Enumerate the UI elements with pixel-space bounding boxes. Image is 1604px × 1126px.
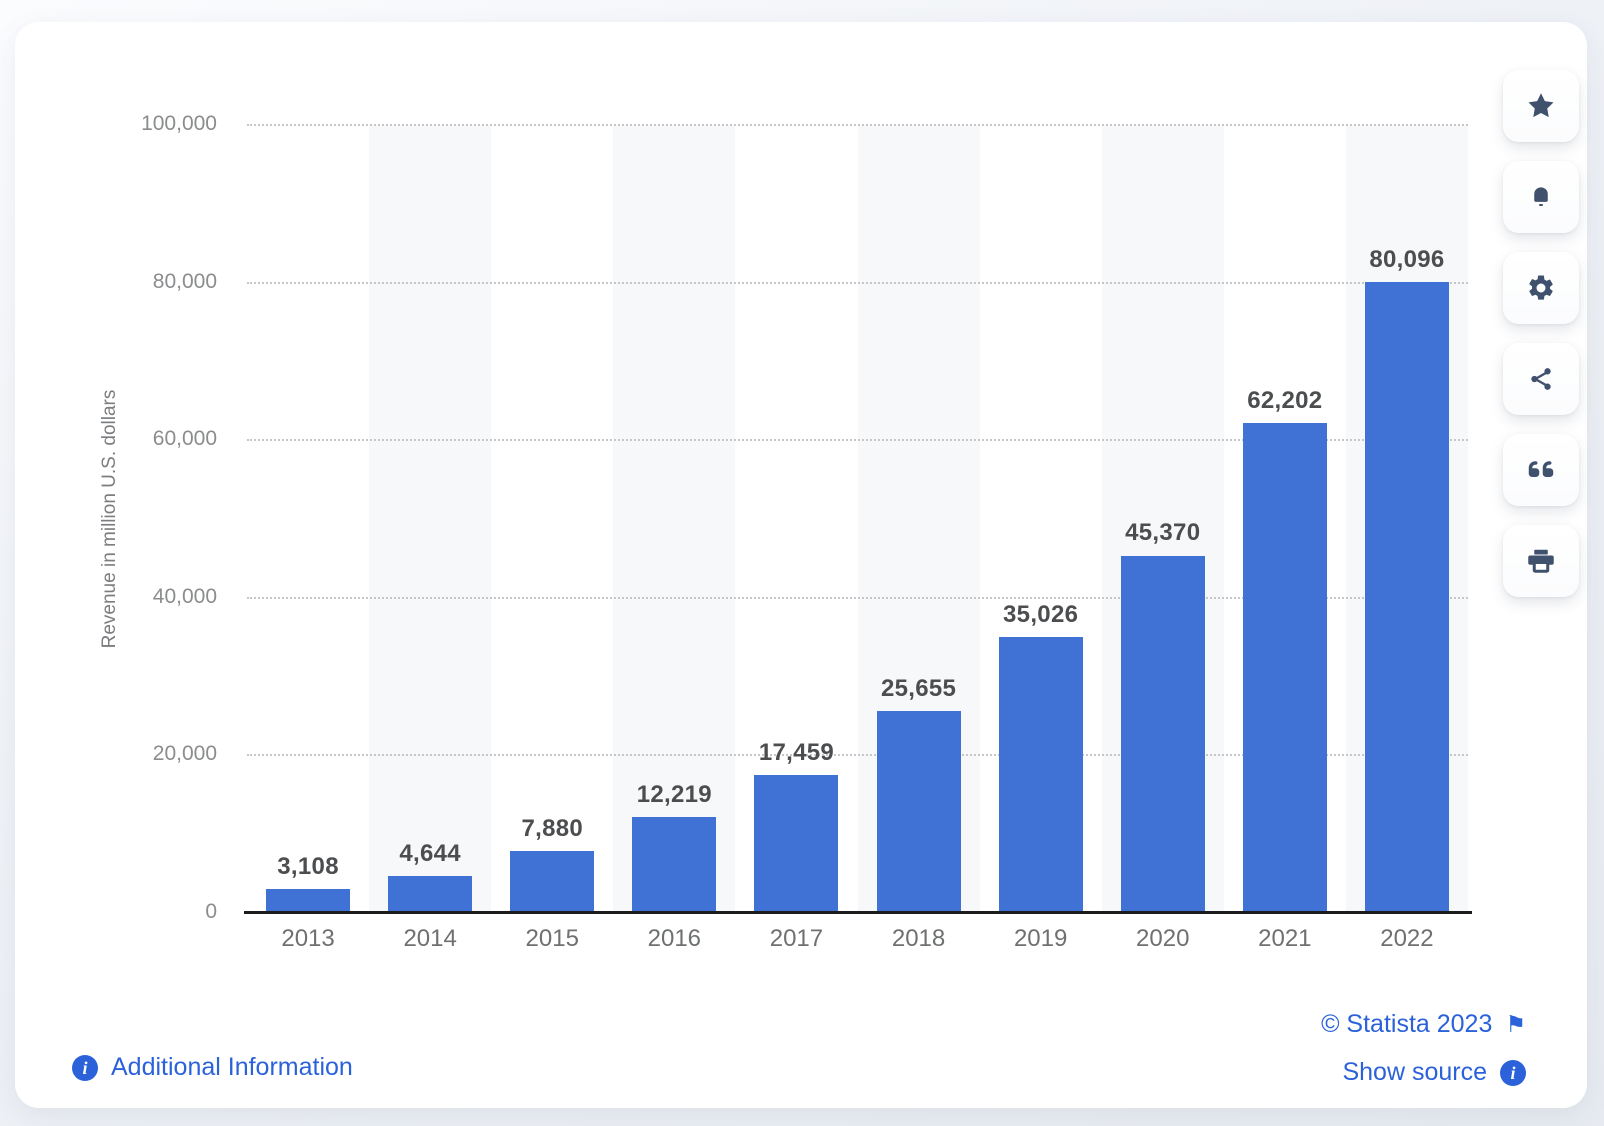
x-tick-label: 2014	[403, 925, 457, 952]
y-tick-label: 40,000	[152, 584, 217, 608]
copyright-label: © Statista 2023	[1321, 1010, 1493, 1038]
x-tick-label: 2013	[281, 925, 335, 952]
bell-icon	[1534, 187, 1548, 206]
value-label: 35,026	[1003, 600, 1079, 628]
star-icon	[1528, 93, 1554, 118]
bar-2015[interactable]	[510, 850, 595, 913]
alert-button[interactable]	[1503, 161, 1579, 233]
statista-copyright-link[interactable]: © Statista 2023 ⚑	[1321, 1010, 1526, 1039]
info-icon: i	[1500, 1059, 1526, 1086]
gridline	[247, 124, 1468, 126]
column-stripe	[369, 125, 492, 913]
value-label: 4,644	[399, 840, 461, 868]
value-label: 62,202	[1247, 386, 1323, 414]
flag-icon[interactable]: ⚑	[1505, 1011, 1526, 1037]
column-stripe	[613, 125, 736, 913]
x-axis-line	[244, 911, 1472, 914]
quote-icon	[1528, 461, 1554, 477]
share-button[interactable]	[1503, 343, 1579, 415]
value-label: 12,219	[636, 780, 712, 808]
x-tick-label: 2017	[769, 925, 824, 952]
gear-icon	[1529, 275, 1553, 300]
value-label: 25,655	[880, 674, 957, 702]
show-source-link[interactable]: Show source i	[1342, 1058, 1526, 1087]
y-tick-label: 100,000	[141, 112, 217, 135]
value-label: 80,096	[1369, 245, 1445, 273]
y-tick-label: 20,000	[152, 742, 217, 766]
bar-2022[interactable]	[1364, 281, 1449, 913]
x-tick-label: 2018	[891, 925, 946, 952]
bar-2013[interactable]	[266, 888, 351, 913]
settings-button[interactable]	[1503, 252, 1579, 324]
x-tick-label: 2021	[1258, 925, 1312, 952]
value-label: 3,108	[277, 852, 339, 880]
x-tick-label: 2016	[647, 925, 702, 952]
share-icon	[1531, 368, 1551, 390]
info-icon: i	[72, 1054, 98, 1081]
bar-2019[interactable]	[998, 637, 1083, 913]
chart-card: Revenue in million U.S. dollars 3,108 201…	[15, 22, 1587, 1108]
favorite-button[interactable]	[1503, 70, 1579, 142]
y-tick-label: 80,000	[152, 269, 217, 293]
gridline	[247, 281, 1468, 284]
additional-information-label: Additional Information	[111, 1053, 353, 1081]
bar-2021[interactable]	[1242, 422, 1327, 913]
x-tick-label: 2020	[1136, 925, 1190, 952]
show-source-label: Show source	[1342, 1058, 1487, 1086]
gridline	[247, 754, 1468, 757]
value-label: 7,880	[521, 814, 584, 842]
y-tick-label: 60,000	[152, 427, 217, 451]
bar-2018[interactable]	[876, 710, 961, 913]
gridline	[247, 439, 1468, 442]
x-tick-label: 2022	[1380, 925, 1434, 952]
plot-area: 3,108 2013 4,644 2014 7,880 2015 12,219 2016 17,…	[247, 124, 1468, 952]
printer-icon	[1528, 549, 1554, 573]
bar-2014[interactable]	[388, 876, 473, 913]
y-tick-label: 0	[205, 900, 217, 923]
value-label: 45,370	[1125, 519, 1201, 547]
x-tick-label: 2019	[1013, 925, 1068, 952]
bar-2017[interactable]	[754, 775, 839, 913]
bar-2016[interactable]	[632, 816, 717, 913]
bar-2020[interactable]	[1120, 555, 1205, 913]
value-label: 17,459	[758, 739, 835, 767]
cite-button[interactable]	[1503, 434, 1579, 506]
print-button[interactable]	[1503, 525, 1579, 597]
x-tick-label: 2015	[525, 925, 579, 952]
toolbar	[1503, 70, 1579, 597]
additional-information-link[interactable]: i Additional Information	[72, 1053, 353, 1082]
gridline	[247, 596, 1468, 599]
